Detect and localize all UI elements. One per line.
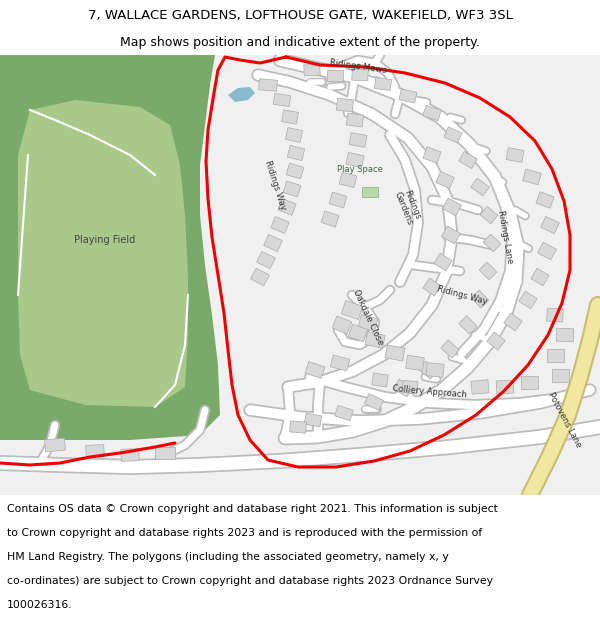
Polygon shape (506, 148, 524, 162)
Polygon shape (442, 226, 460, 244)
Polygon shape (335, 405, 353, 421)
Polygon shape (385, 345, 405, 361)
Polygon shape (372, 373, 388, 387)
Polygon shape (479, 262, 497, 280)
Text: Ridings Mews: Ridings Mews (329, 59, 387, 76)
Polygon shape (346, 113, 364, 127)
Polygon shape (538, 242, 556, 260)
Polygon shape (321, 211, 339, 227)
Polygon shape (362, 187, 378, 197)
Text: Potovens Lane: Potovens Lane (547, 391, 583, 449)
Polygon shape (426, 362, 444, 378)
Polygon shape (283, 181, 301, 197)
Polygon shape (330, 355, 350, 371)
Polygon shape (352, 69, 368, 81)
Text: Ridings Way: Ridings Way (436, 284, 488, 306)
Polygon shape (327, 69, 343, 81)
Polygon shape (264, 234, 282, 251)
Polygon shape (281, 110, 298, 124)
Polygon shape (349, 132, 367, 148)
Polygon shape (394, 379, 413, 397)
Polygon shape (358, 314, 378, 331)
Text: Ridings
Gardens: Ridings Gardens (393, 187, 423, 227)
Polygon shape (422, 105, 442, 121)
Polygon shape (257, 251, 275, 269)
Polygon shape (365, 332, 385, 348)
Text: to Crown copyright and database rights 2023 and is reproduced with the permissio: to Crown copyright and database rights 2… (7, 528, 482, 538)
Polygon shape (286, 163, 304, 179)
Polygon shape (304, 64, 320, 76)
Polygon shape (459, 151, 477, 169)
Polygon shape (531, 268, 549, 286)
Polygon shape (471, 290, 489, 308)
Polygon shape (434, 253, 452, 271)
Polygon shape (18, 100, 188, 407)
Polygon shape (329, 192, 347, 208)
Polygon shape (348, 324, 368, 342)
Text: Oakdale Close: Oakdale Close (351, 288, 385, 346)
Polygon shape (286, 127, 302, 142)
Polygon shape (0, 55, 600, 495)
Polygon shape (86, 444, 104, 458)
Polygon shape (423, 147, 441, 163)
Polygon shape (399, 89, 417, 103)
Polygon shape (290, 421, 307, 433)
Polygon shape (337, 98, 353, 112)
Polygon shape (228, 87, 255, 102)
Polygon shape (121, 449, 139, 461)
Polygon shape (459, 316, 477, 334)
Polygon shape (480, 206, 498, 224)
Polygon shape (274, 94, 290, 106)
Text: 7, WALLACE GARDENS, LOFTHOUSE GATE, WAKEFIELD, WF3 3SL: 7, WALLACE GARDENS, LOFTHOUSE GATE, WAKE… (88, 9, 512, 22)
Polygon shape (259, 79, 277, 91)
Polygon shape (483, 234, 501, 252)
Polygon shape (496, 380, 514, 394)
Polygon shape (305, 362, 325, 378)
Polygon shape (341, 301, 363, 319)
Polygon shape (444, 127, 462, 143)
Polygon shape (551, 369, 569, 381)
Text: co-ordinates) are subject to Crown copyright and database rights 2023 Ordnance S: co-ordinates) are subject to Crown copyr… (7, 576, 493, 586)
Polygon shape (364, 394, 383, 411)
Polygon shape (504, 313, 522, 331)
Polygon shape (271, 217, 289, 233)
Polygon shape (44, 438, 65, 452)
Polygon shape (278, 199, 296, 215)
Polygon shape (443, 198, 461, 216)
Polygon shape (304, 413, 322, 427)
Polygon shape (402, 381, 418, 394)
Polygon shape (251, 268, 269, 286)
Text: HM Land Registry. The polygons (including the associated geometry, namely x, y: HM Land Registry. The polygons (includin… (7, 552, 449, 562)
Text: Playing Field: Playing Field (74, 235, 136, 245)
Polygon shape (423, 278, 441, 296)
Polygon shape (521, 376, 539, 390)
Polygon shape (556, 328, 574, 342)
Polygon shape (332, 316, 352, 334)
Polygon shape (346, 152, 364, 168)
Text: Colliery Approach: Colliery Approach (392, 384, 467, 400)
Text: Ridings Lane: Ridings Lane (496, 209, 514, 264)
Polygon shape (541, 216, 559, 234)
Polygon shape (536, 192, 554, 208)
Polygon shape (419, 361, 437, 379)
Text: 100026316.: 100026316. (7, 600, 73, 610)
Polygon shape (547, 308, 563, 322)
Polygon shape (374, 78, 392, 91)
Text: Play Space: Play Space (337, 166, 383, 174)
Polygon shape (470, 178, 490, 196)
Polygon shape (471, 380, 489, 394)
Polygon shape (547, 349, 563, 361)
Polygon shape (519, 291, 537, 309)
Polygon shape (436, 171, 454, 189)
Polygon shape (287, 146, 305, 161)
Text: Contains OS data © Crown copyright and database right 2021. This information is : Contains OS data © Crown copyright and d… (7, 504, 498, 514)
Polygon shape (155, 447, 175, 459)
Text: Ridings Way: Ridings Way (263, 159, 287, 211)
Polygon shape (523, 169, 541, 185)
Text: Map shows position and indicative extent of the property.: Map shows position and indicative extent… (120, 36, 480, 49)
Polygon shape (441, 340, 459, 358)
Polygon shape (406, 356, 424, 371)
Polygon shape (339, 173, 357, 188)
Polygon shape (487, 332, 505, 350)
